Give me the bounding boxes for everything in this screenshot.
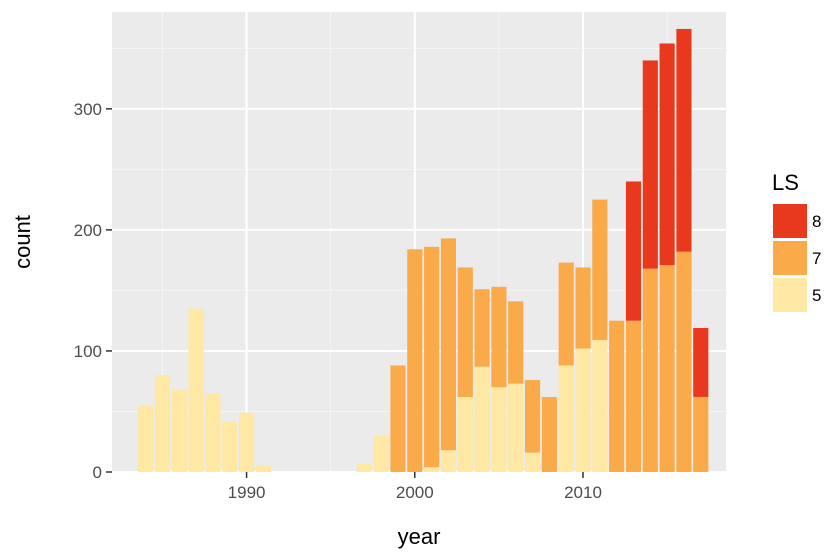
bar-segment: 2015 LS 8: 183 [659,43,675,266]
bar-segment: 2014 LS 8: 172 [642,60,658,269]
y-tick-label: 200 [74,221,102,240]
bar-segment: 2000 LS 7: 184 [407,249,423,472]
bar-segment: 2001 LS 7: 182 [424,246,440,468]
bar-segment: 1999 LS 7: 88 [390,365,406,472]
legend-label: 5 [812,286,821,305]
bar-segment: 2017 LS 8: 57 [693,327,709,397]
x-tick-label: 2000 [396,483,434,502]
legend: LS 8 7 5 [772,170,821,312]
legend-title: LS [772,170,799,195]
y-tick-label: 300 [74,100,102,119]
bars: 1984 LS 5: 551985 LS 5: 801986 LS 5: 681… [138,28,709,472]
y-tick-label: 0 [93,463,102,482]
y-axis-title: count [10,215,35,269]
bar-segment: 1985 LS 5: 80 [154,375,171,472]
bar-segment: 2013 LS 7: 125 [625,320,642,472]
bar-segment: 2012 LS 7: 125 [609,320,625,472]
bar-segment: 2004 LS 5: 87 [474,366,490,472]
x-tick-label: 2010 [564,483,602,502]
bar-segment: 2016 LS 8: 184 [676,28,692,252]
bar-segment: 2016 LS 7: 182 [676,251,692,472]
legend-swatch [773,278,807,312]
bar-segment: 2007 LS 7: 60 [524,380,541,453]
legend-label: 8 [812,212,821,231]
bar-segment: 2017 LS 7: 62 [693,396,709,472]
bar-segment: 1989 LS 5: 42 [222,421,238,472]
bar-segment: 2007 LS 5: 16 [524,452,541,472]
bar-segment: 1988 LS 5: 65 [205,393,221,472]
bar-segment: 2011 LS 5: 109 [592,340,608,472]
x-axis: 1990 2000 2010 [228,472,602,502]
bar-segment: 2006 LS 5: 73 [508,383,524,472]
legend-label: 7 [812,249,821,268]
bar-segment: 2013 LS 8: 115 [625,181,642,321]
bar-segment: 2009 LS 5: 88 [558,365,574,472]
bar-segment: 2010 LS 5: 102 [575,348,591,472]
legend-swatch [773,241,807,275]
bar-segment: 2001 LS 5: 4 [424,467,440,472]
bar-segment: 2015 LS 7: 171 [659,265,675,472]
bar-segment: 2009 LS 7: 85 [558,262,574,366]
bar-segment: 1984 LS 5: 55 [138,405,154,472]
x-tick-label: 1990 [228,483,266,502]
bar-segment: 1997 LS 5: 7 [356,463,372,472]
bar-segment: 1991 LS 5: 5 [255,465,271,472]
bar-segment: 2002 LS 7: 175 [440,238,457,451]
bar-segment: 2005 LS 5: 70 [491,387,507,472]
bar-segment: 2006 LS 7: 68 [508,301,524,384]
bar-segment: 1987 LS 5: 135 [188,308,204,472]
bar-segment: 1986 LS 5: 68 [171,389,187,472]
bar-segment: 2004 LS 7: 64 [474,289,490,367]
y-axis: 0 100 200 300 [74,100,112,482]
y-tick-label: 100 [74,342,102,361]
bar-segment: 2011 LS 7: 116 [592,199,608,341]
bar-segment: 2005 LS 7: 83 [491,286,507,388]
bar-segment: 2002 LS 5: 18 [440,450,457,472]
bar-segment: 2014 LS 7: 168 [642,268,658,472]
bar-segment: 2010 LS 7: 67 [575,267,591,349]
x-axis-title: year [398,524,441,549]
bar-segment: 1990 LS 5: 49 [239,412,255,472]
legend-swatch [773,204,807,238]
bar-segment: 2008 LS 7: 62 [541,396,557,472]
bar-segment: 1998 LS 5: 30 [373,435,389,472]
